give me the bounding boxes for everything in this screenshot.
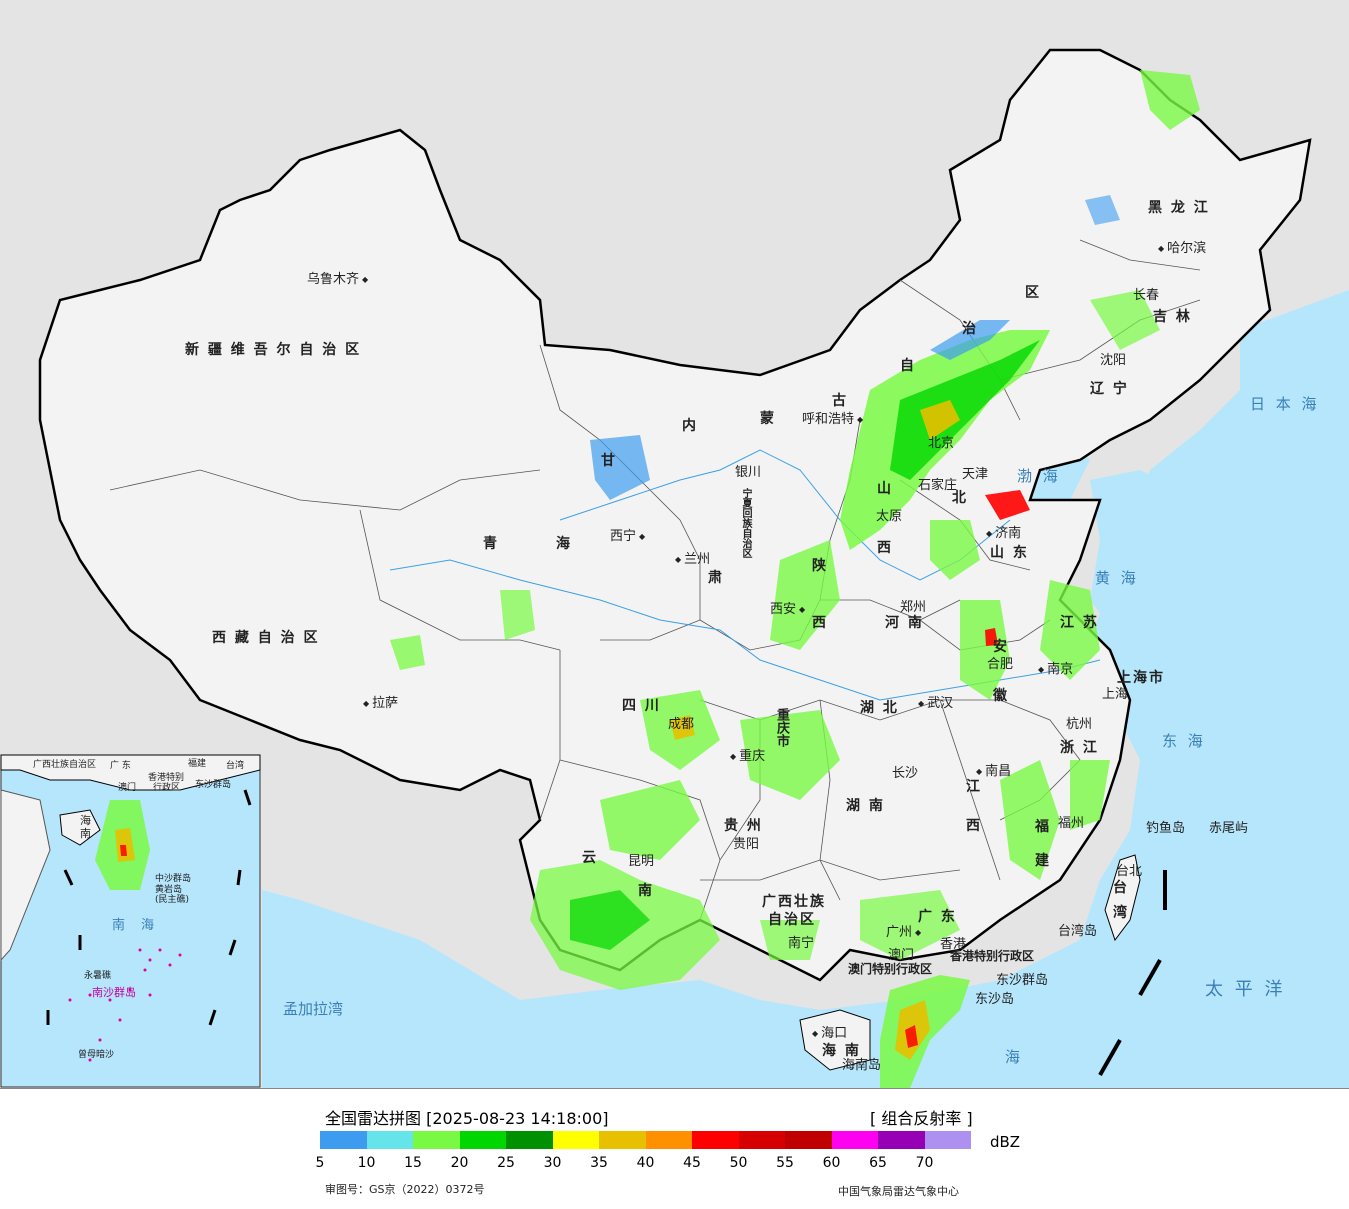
legend-panel: 全国雷达拼图 [2025-08-23 14:18:00] [ 组合反射率 ] d…: [0, 1088, 1349, 1209]
scale-tick-label: 35: [590, 1155, 608, 1171]
color-swatch: [692, 1131, 739, 1149]
legend-title: 全国雷达拼图 [2025-08-23 14:18:00]: [325, 1109, 609, 1128]
legend-product: [ 组合反射率 ]: [870, 1109, 973, 1128]
radar-echoes: [390, 70, 1200, 1088]
scale-tick-label: 60: [822, 1155, 841, 1171]
color-swatch: [645, 1131, 692, 1149]
japan-sea: [1240, 290, 1349, 520]
color-swatch: [506, 1131, 553, 1149]
color-swatch: [924, 1131, 971, 1149]
color-swatch: [599, 1131, 646, 1149]
maritime-boundary: [1098, 870, 1167, 1076]
approval-number: 审图号：GS京（2022）0372号: [325, 1183, 485, 1196]
radar-map: [0, 0, 1349, 1088]
color-swatch: [320, 1131, 367, 1149]
color-swatch: [738, 1131, 785, 1149]
hainan-land: [799, 1009, 871, 1071]
color-swatch: [785, 1131, 832, 1149]
scale-tick-label: 50: [729, 1155, 748, 1171]
legend-unit: dBZ: [990, 1133, 1021, 1151]
agency-name: 中国气象局雷达气象中心: [838, 1185, 959, 1198]
color-swatch: [413, 1131, 460, 1149]
color-scale-bar: [320, 1131, 971, 1149]
south-china-sea-inset: [0, 754, 261, 1088]
color-swatch: [552, 1131, 599, 1149]
color-swatch: [366, 1131, 413, 1149]
color-swatch: [459, 1131, 506, 1149]
sea-area: [262, 300, 1349, 1088]
scale-tick-label: 65: [869, 1155, 887, 1171]
scale-tick-label: 45: [683, 1155, 701, 1171]
color-swatch: [831, 1131, 878, 1149]
scale-tick-label: 25: [497, 1155, 515, 1171]
taiwan-land: [1104, 854, 1141, 942]
scale-tick-label: 40: [636, 1155, 655, 1171]
scale-tick-label: 55: [776, 1155, 794, 1171]
scale-tick-label: 30: [543, 1155, 562, 1171]
color-swatch: [878, 1131, 925, 1149]
scale-tick-label: 70: [915, 1155, 934, 1171]
scale-tick-label: 20: [450, 1155, 469, 1171]
scale-tick-label: 5: [315, 1155, 325, 1171]
yellow-sea: [1090, 470, 1240, 640]
scale-tick-label: 10: [357, 1155, 376, 1171]
scale-tick-label: 15: [404, 1155, 422, 1171]
